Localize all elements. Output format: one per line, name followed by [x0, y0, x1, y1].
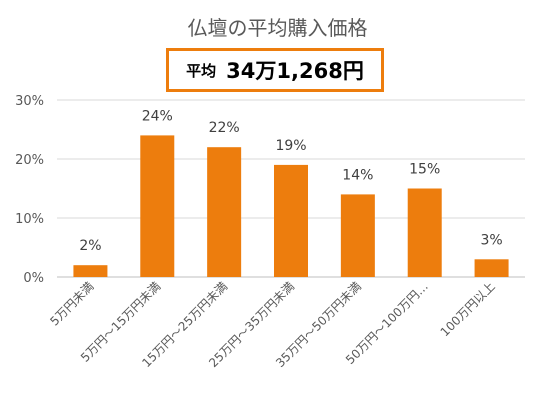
data-label: 3%	[480, 232, 502, 248]
average-value: 34万1,268円	[226, 59, 364, 83]
bar	[274, 164, 308, 277]
y-axis-ticks: 0% 10% 20% 30%	[15, 94, 44, 286]
data-label: 22%	[209, 120, 240, 136]
data-label: 15%	[409, 162, 440, 178]
y-tick-label: 10%	[15, 212, 44, 227]
data-label: 19%	[275, 138, 306, 154]
bar	[474, 259, 509, 277]
bar	[407, 188, 442, 277]
data-labels: 2% 24% 22% 19% 14% 15% 3%	[79, 108, 502, 254]
bar	[340, 194, 375, 277]
average-price-box: 平均 34万1,268円	[166, 48, 384, 92]
bars	[73, 135, 509, 277]
data-label: 14%	[342, 167, 373, 183]
x-category-label: 5万円未満	[47, 279, 96, 328]
y-tick-label: 20%	[15, 153, 44, 168]
x-category-label: 100万円以上	[438, 279, 498, 339]
y-tick-label: 0%	[23, 271, 44, 286]
chart-title: 仏壇の平均購入価格	[187, 16, 368, 40]
average-label: 平均	[186, 61, 217, 80]
bar	[73, 265, 108, 277]
data-label: 2%	[79, 238, 101, 254]
bar	[140, 135, 175, 277]
x-axis-categories: 5万円未満5万円～15万円未満15万円～25万円未満25万円～35万円未満35万…	[47, 279, 497, 370]
y-tick-label: 30%	[15, 94, 44, 109]
bar	[207, 147, 242, 277]
data-label: 24%	[142, 108, 173, 124]
